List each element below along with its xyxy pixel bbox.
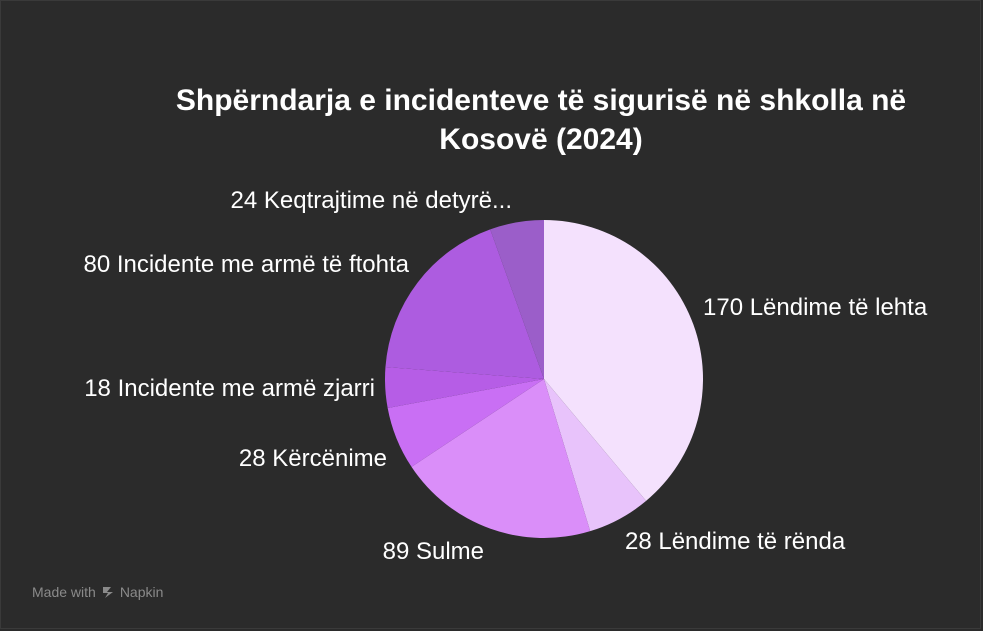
pie-slices — [384, 220, 704, 538]
napkin-logo-icon — [102, 587, 113, 598]
chart-title: Shpërndarja e incidenteve të sigurisë në… — [175, 84, 907, 156]
pie-slice-0 — [544, 220, 704, 501]
pie-slice-3 — [387, 379, 544, 467]
slice-label-lendime-te-renda: 28 Lëndime të rënda — [625, 528, 846, 555]
slice-label-lendime-te-lehta: 170 Lëndime të lehta — [703, 294, 928, 321]
slice-label-incidente-arme-zjarri: 18 Incidente me armë zjarri — [84, 375, 375, 402]
slice-label-sulme: 89 Sulme — [383, 538, 484, 565]
pie-slice-2 — [411, 379, 591, 538]
slice-label-keqtrajtime: 24 Keqtrajtime në detyrë... — [231, 187, 512, 214]
pie-slice-6 — [490, 220, 544, 379]
pie-labels: 170 Lëndime të lehta 28 Lëndime të rënda… — [83, 187, 927, 565]
slice-label-kercenime: 28 Kërcënime — [239, 445, 387, 472]
pie-slice-4 — [384, 367, 544, 408]
pie-slice-5 — [385, 229, 544, 379]
made-with-napkin: Made with Napkin — [32, 584, 163, 600]
pie-slice-1 — [544, 379, 647, 532]
slice-label-incidente-arme-ftohta: 80 Incidente me armë të ftohta — [83, 251, 409, 278]
made-with-text: Made with — [32, 584, 96, 600]
napkin-brand-text: Napkin — [119, 584, 164, 600]
